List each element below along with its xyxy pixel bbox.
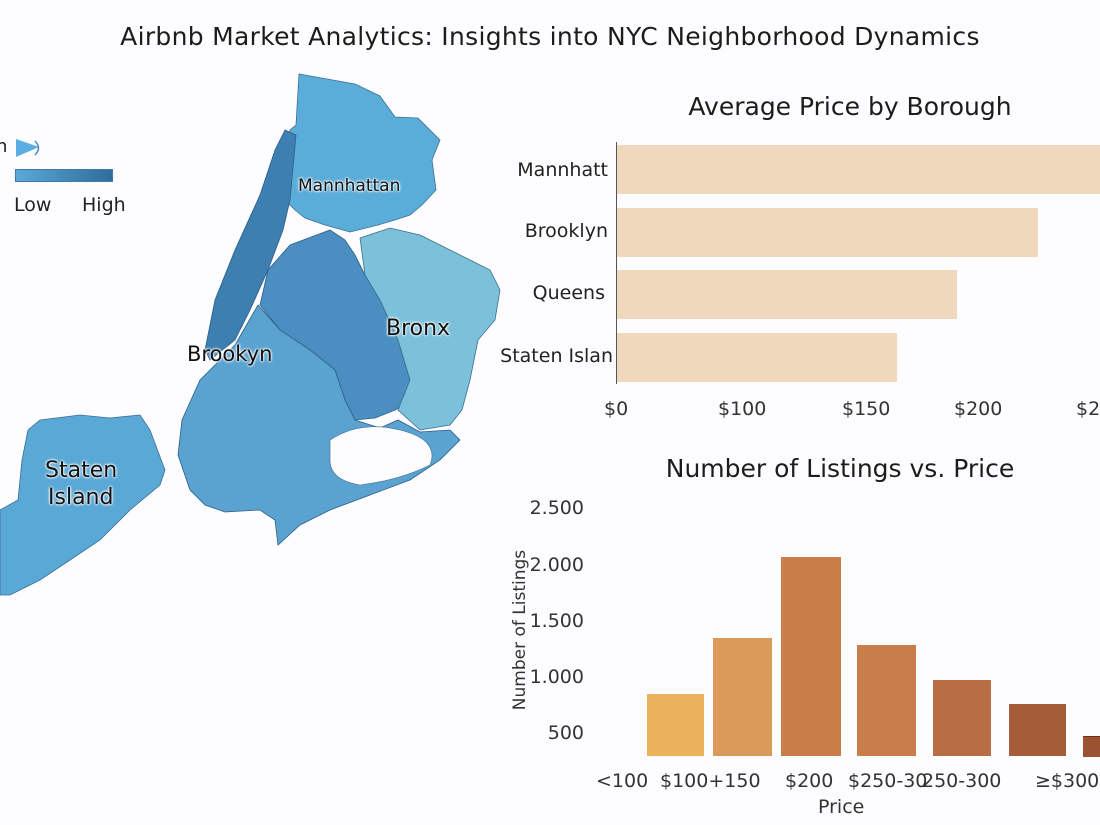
bar-staten-islan[interactable]: [617, 333, 897, 382]
x-tick: $200: [954, 398, 1003, 420]
map-label-island: Island: [48, 485, 114, 510]
bar-100-150[interactable]: [713, 638, 772, 756]
region-mannhattan[interactable]: [282, 73, 441, 233]
x-axis-label: Price: [818, 796, 865, 818]
x-tick: <100: [596, 770, 649, 792]
x-tick: 250-300: [922, 770, 1002, 792]
region-west-strip[interactable]: [204, 129, 297, 361]
region-brookyn[interactable]: [177, 304, 461, 546]
bar-200[interactable]: [781, 557, 841, 756]
x-tick: $100+150: [660, 770, 761, 792]
y-tick: 2.500: [529, 497, 584, 519]
category-label: Brooklyn: [524, 220, 608, 242]
category-label: Staten Islan: [500, 345, 613, 367]
y-axis-line: [616, 142, 617, 384]
legend-low-label: Low: [14, 194, 52, 216]
category-label: Queens: [532, 282, 605, 304]
x-tick: $150: [842, 398, 891, 420]
legend-title-partial: n: [0, 136, 8, 157]
bar-250-30[interactable]: [857, 645, 916, 756]
map-shapes: [0, 73, 501, 596]
bar-250-300[interactable]: [933, 680, 991, 756]
region-bronx[interactable]: [359, 227, 501, 431]
bar-brooklyn[interactable]: [617, 208, 1038, 257]
y-tick: 1.500: [529, 610, 584, 632]
category-label: Mannhatt: [517, 159, 608, 181]
legend-arrow-icon: [16, 139, 40, 157]
bar-mannhatt[interactable]: [617, 145, 1100, 194]
y-tick: 1.000: [529, 666, 584, 688]
x-tick: $0: [604, 398, 629, 420]
map-label-mannhattan: Mannhattan: [298, 176, 401, 196]
map-label-bronx: Bronx: [386, 316, 451, 341]
map-label-brookyn: Brookyn: [187, 342, 273, 366]
x-tick: $200: [785, 770, 834, 792]
listings-chart-title: Number of Listings vs. Price: [665, 454, 1015, 483]
bar-under-100[interactable]: [647, 694, 704, 756]
x-tick: ≥$300: [1035, 770, 1100, 792]
legend-high-label: High: [82, 194, 126, 216]
x-tick: $2: [1076, 398, 1100, 420]
y-tick: 2.000: [529, 554, 584, 576]
bar-queens[interactable]: [617, 270, 957, 319]
color-legend-gradient: [15, 169, 113, 182]
y-tick: 500: [547, 722, 584, 744]
map-label-staten: Staten: [45, 458, 118, 483]
region-staten-island[interactable]: [0, 414, 166, 596]
bar-partial[interactable]: [1083, 736, 1100, 757]
x-tick: $250-30: [848, 770, 928, 792]
bar-over-300[interactable]: [1009, 704, 1066, 756]
dashboard-title: Airbnb Market Analytics: Insights into N…: [120, 22, 980, 51]
avg-price-chart-title: Average Price by Borough: [688, 92, 1012, 121]
x-tick: $100: [718, 398, 767, 420]
